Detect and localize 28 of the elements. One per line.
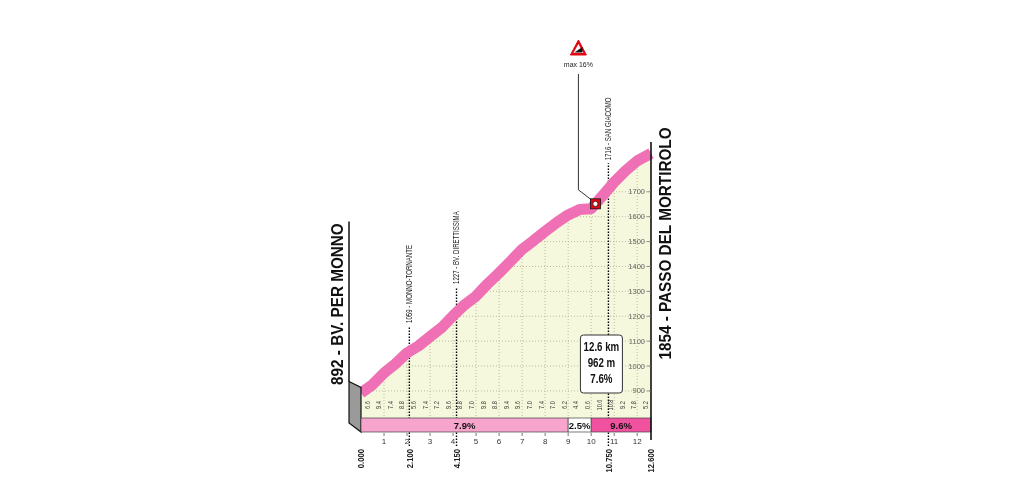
x-tick-label: 3 xyxy=(427,436,433,446)
annotation: 962 m xyxy=(587,356,616,370)
x-tick-label: 5 xyxy=(473,436,479,446)
x-tick-label: 7 xyxy=(519,436,525,446)
x-tick-label: 12 xyxy=(632,436,643,446)
x-tick-label: 4 xyxy=(450,436,456,446)
x-tick-label: 2 xyxy=(404,436,410,446)
x2-tick-label: 2.100 xyxy=(403,448,415,469)
annotation: 12.6 km xyxy=(583,340,620,354)
x2-tick-label: 0.000 xyxy=(355,448,367,469)
ref-line-label: 1227 - BV. DIRETTISSIMA xyxy=(451,211,462,284)
band-label: 9.6% xyxy=(610,419,633,431)
x-tick-label: 10 xyxy=(586,436,597,446)
annotation: 1854 - PASSO DEL MORTIROLO xyxy=(655,127,675,360)
x-tick-label: 11 xyxy=(610,436,619,446)
annotation: 7.6% xyxy=(590,372,613,386)
ref-line-label: 1059 - MONNO-TORNANTE xyxy=(404,244,415,323)
ref-line-label: 1716 - SAN GIACOMO xyxy=(603,97,614,161)
x-tick-label: 6 xyxy=(496,436,502,446)
x-tick-label: 8 xyxy=(542,436,548,446)
x2-tick-label: 12.600 xyxy=(645,448,657,473)
x2-tick-label: 4.150 xyxy=(451,448,462,469)
band-label: 2.5% xyxy=(568,419,592,431)
annotation: 892 - BV. PER MONNO xyxy=(327,223,347,385)
x-tick-label: 1 xyxy=(381,436,387,446)
band-label: 7.9% xyxy=(453,419,476,431)
x2-tick-label: 10.750 xyxy=(603,448,614,473)
x-tick-label: 9 xyxy=(565,436,571,446)
